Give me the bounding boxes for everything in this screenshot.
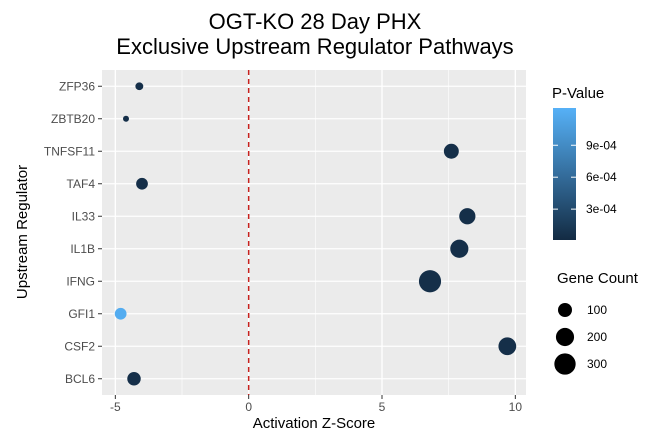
size-legend-label: 300 — [587, 357, 607, 371]
y-tick-label: TNFSF11 — [44, 144, 95, 158]
data-point-il33 — [459, 208, 476, 225]
x-axis-title: Activation Z-Score — [253, 415, 376, 432]
y-tick-label: GFI1 — [68, 307, 95, 321]
data-point-tnfsf11 — [443, 143, 459, 159]
plot-panel — [102, 70, 526, 395]
y-tick-label: BCL6 — [65, 372, 95, 386]
chart-title-line-1: OGT-KO 28 Day PHX — [209, 9, 422, 34]
size-legend-title: Gene Count — [557, 270, 639, 287]
y-tick-label: CSF2 — [64, 339, 95, 353]
color-legend-title: P-Value — [552, 85, 604, 102]
data-point-gfi1 — [114, 307, 127, 320]
size-legend-label: 100 — [587, 303, 607, 317]
data-point-taf4 — [136, 177, 148, 190]
y-tick-label: IL1B — [70, 242, 95, 256]
y-tick-label: TAF4 — [67, 177, 96, 191]
color-legend-bar — [553, 108, 576, 240]
size-legend-keys: 100 200 300 — [554, 303, 607, 375]
size-legend-label: 200 — [587, 330, 607, 344]
x-tick-label: 10 — [509, 400, 523, 414]
size-legend-key — [555, 327, 575, 347]
color-legend-label: 6e-04 — [586, 170, 617, 184]
y-axis-ticks: ZFP36 ZBTB20 TNFSF11 TAF4 IL33 IL1B IFNG GFI1 CS… — [44, 79, 102, 386]
size-legend-key — [554, 353, 576, 375]
x-axis-ticks: -5 0 5 10 — [110, 395, 522, 414]
x-tick-label: -5 — [110, 400, 121, 414]
x-tick-label: 5 — [379, 400, 386, 414]
data-point-bcl6 — [127, 372, 141, 386]
color-legend-label: 3e-04 — [586, 202, 617, 216]
size-legend-key — [558, 303, 572, 317]
data-point-csf2 — [498, 337, 517, 356]
data-point-il1b — [450, 239, 469, 258]
data-point-zfp36 — [135, 82, 144, 91]
y-tick-label: IL33 — [72, 209, 96, 223]
chart-title-line-2: Exclusive Upstream Regulator Pathways — [116, 34, 513, 59]
color-legend-label: 9e-04 — [586, 138, 617, 152]
data-points — [114, 82, 517, 386]
x-tick-label: 0 — [245, 400, 252, 414]
y-tick-label: ZBTB20 — [51, 112, 95, 126]
y-axis-title: Upstream Regulator — [14, 165, 31, 299]
data-point-zbtb20 — [123, 115, 129, 122]
data-point-ifng — [418, 270, 442, 293]
y-tick-label: IFNG — [66, 274, 95, 288]
color-legend-ticks: 9e-04 6e-04 3e-04 — [553, 138, 617, 216]
y-tick-label: ZFP36 — [59, 79, 95, 93]
